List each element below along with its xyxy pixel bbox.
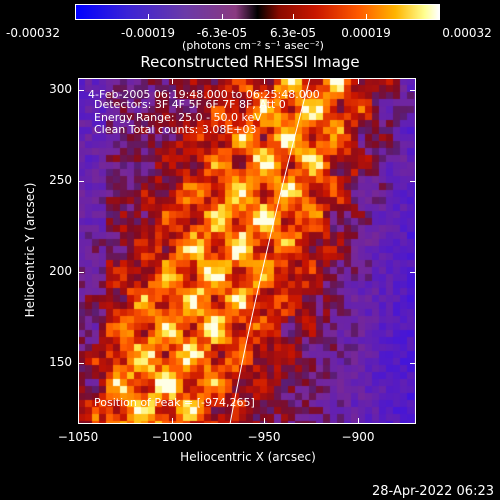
colorbar-tick-label-3: 6.3e-05 bbox=[269, 26, 317, 40]
y-tick-label-3: 300 bbox=[49, 82, 72, 96]
timestamp: 28-Apr-2022 06:23 bbox=[372, 484, 494, 499]
x-tick-label-0: −1050 bbox=[57, 430, 99, 444]
y-tick-mark-right-2 bbox=[410, 181, 416, 182]
x-tick-label-3: −900 bbox=[341, 430, 375, 444]
colorbar-tick-label-4: 0.00019 bbox=[341, 26, 391, 40]
colorbar-unit-label: (photons cm⁻² s⁻¹ asec⁻²) bbox=[182, 39, 324, 52]
x-tick-mark-2 bbox=[264, 418, 265, 424]
y-tick-mark-right-3 bbox=[410, 90, 416, 91]
colorbar-tick-label-1: -0.00019 bbox=[121, 26, 175, 40]
y-axis-label: Heliocentric Y (arcsec) bbox=[23, 182, 37, 318]
x-tick-mark-top-2 bbox=[264, 78, 265, 84]
colorbar-tick-mark-3 bbox=[366, 14, 367, 20]
x-tick-mark-top-3 bbox=[358, 78, 359, 84]
y-tick-mark-3 bbox=[78, 90, 84, 91]
y-tick-mark-2 bbox=[78, 181, 84, 182]
annotation-method-counts: Clean Total counts: 3.08E+03 bbox=[94, 123, 257, 136]
x-axis-label: Heliocentric X (arcsec) bbox=[180, 450, 316, 464]
x-tick-label-1: −1000 bbox=[151, 430, 193, 444]
x-tick-mark-top-1 bbox=[172, 78, 173, 84]
solar-limb-overlay bbox=[229, 78, 311, 424]
colorbar bbox=[75, 4, 440, 20]
colorbar-tick-label-5: 0.00032 bbox=[442, 26, 492, 40]
annotation-detectors: Detectors: 3F 4F 5F 6F 7F 8F, Att 0 bbox=[94, 98, 286, 111]
x-tick-mark-top-0 bbox=[78, 78, 79, 84]
annotation-time-range: 4-Feb-2005 06:19:48.000 to 06:25:48.000 bbox=[88, 88, 320, 101]
solar-limb-line bbox=[229, 78, 311, 424]
rhessi-intensity-map bbox=[78, 78, 416, 424]
colorbar-tick-mark-2 bbox=[293, 14, 294, 20]
y-tick-label-1: 200 bbox=[49, 264, 72, 278]
colorbar-tick-label-0: -0.00032 bbox=[6, 26, 60, 40]
colorbar-tick-mark-1 bbox=[222, 14, 223, 20]
annotation-peak-position: Position of Peak = [-974,265] bbox=[94, 396, 255, 409]
x-tick-mark-1 bbox=[172, 418, 173, 424]
y-tick-mark-1 bbox=[78, 272, 84, 273]
annotation-energy-range: Energy Range: 25.0 - 50.0 keV bbox=[94, 111, 262, 124]
y-tick-label-0: 150 bbox=[49, 355, 72, 369]
y-tick-mark-0 bbox=[78, 363, 84, 364]
colorbar-tick-label-2: -6.3e-05 bbox=[196, 26, 248, 40]
colorbar-tick-mark-0 bbox=[148, 14, 149, 20]
x-tick-mark-3 bbox=[358, 418, 359, 424]
x-tick-mark-0 bbox=[78, 418, 79, 424]
y-tick-mark-right-1 bbox=[410, 272, 416, 273]
y-tick-mark-right-0 bbox=[410, 363, 416, 364]
plot-title: Reconstructed RHESSI Image bbox=[140, 53, 360, 71]
y-tick-label-2: 250 bbox=[49, 173, 72, 187]
rhessi-image-plot: 4-Feb-2005 06:19:48.000 to 06:25:48.000 … bbox=[78, 78, 416, 424]
x-tick-label-2: −950 bbox=[247, 430, 281, 444]
